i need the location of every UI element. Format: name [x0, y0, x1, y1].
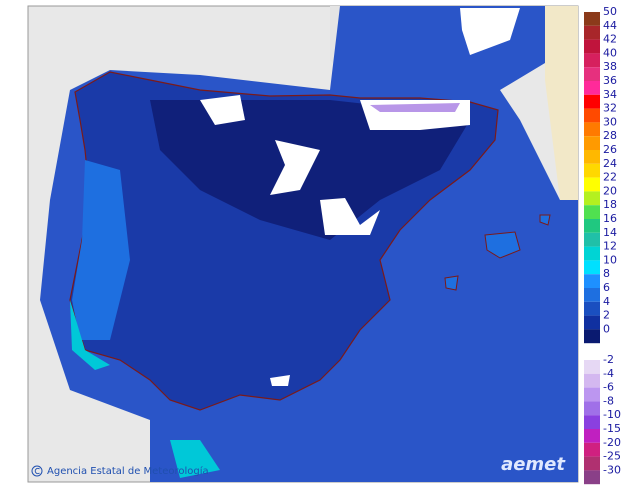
legend-label: 16 [603, 212, 617, 225]
legend-label: 36 [603, 74, 617, 87]
cold-peaks [370, 103, 460, 112]
legend-label: 22 [603, 171, 617, 184]
legend-label: 4 [603, 295, 610, 308]
legend-swatch [584, 67, 600, 81]
legend-label: 50 [603, 5, 617, 18]
legend-swatch [584, 136, 600, 150]
legend-swatch [584, 429, 600, 443]
snow [460, 8, 520, 55]
legend-swatch [584, 94, 600, 109]
legend-swatch [584, 53, 600, 68]
legend-swatch [584, 39, 600, 54]
legend-label: 28 [603, 129, 617, 142]
legend-label: 26 [603, 143, 617, 156]
west-coast [72, 160, 130, 340]
legend-label: 14 [603, 226, 617, 239]
africa-coast [170, 440, 220, 478]
snow [200, 95, 245, 125]
legend-label: 24 [603, 157, 617, 170]
legend-swatch [584, 12, 600, 26]
legend-label: -15 [603, 422, 621, 435]
legend-swatch [584, 191, 600, 206]
legend-swatch [584, 246, 600, 261]
legend-swatch [584, 401, 600, 416]
legend-label: 38 [603, 60, 617, 73]
legend-label: 12 [603, 240, 617, 253]
legend-swatch [584, 329, 600, 344]
legend-swatch [584, 470, 600, 485]
credit: Agencia Estatal de Meteorología [47, 465, 209, 477]
legend-swatch [584, 260, 600, 275]
legend-swatch [584, 163, 600, 178]
logo: aemet [501, 454, 566, 475]
legend-swatch [584, 456, 600, 471]
copyright-icon [31, 465, 43, 477]
legend-label: 2 [603, 309, 610, 322]
legend-swatch [584, 360, 600, 374]
copyright-icon [34, 467, 40, 475]
legend-swatch [584, 387, 600, 402]
legend-label: 8 [603, 267, 610, 280]
legend-label: 44 [603, 19, 617, 32]
legend-swatch [584, 177, 600, 192]
legend-label: 0 [603, 322, 610, 335]
legend-label: -6 [603, 381, 614, 394]
legend-label: 20 [603, 184, 617, 197]
legend-swatch [584, 442, 600, 457]
snow [320, 198, 380, 235]
legend-swatch [584, 288, 600, 302]
snow [270, 375, 290, 386]
legend-label: -8 [603, 394, 614, 407]
legend-swatch [584, 415, 600, 429]
legend-swatch [584, 232, 600, 247]
legend-label: 40 [603, 46, 617, 59]
legend-swatch [584, 373, 600, 388]
map: Agencia Estatal de Meteorología aemet [27, 5, 579, 483]
legend-label: -25 [603, 450, 621, 463]
legend-swatch [584, 108, 600, 123]
legend-label: 42 [603, 33, 617, 46]
land-edge [545, 6, 578, 200]
legend-swatch [584, 301, 600, 316]
island [539, 214, 551, 226]
legend-swatch [584, 122, 600, 137]
legend: 5044424038363432302826242220181614121086… [584, 5, 621, 485]
island [484, 231, 521, 259]
legend-label: -20 [603, 436, 621, 449]
legend-label: 6 [603, 281, 610, 294]
legend-swatch [584, 274, 600, 288]
legend-swatch [584, 205, 600, 219]
legend-label: -30 [603, 463, 621, 476]
island [444, 275, 459, 291]
legend-swatch [584, 81, 600, 95]
snow [270, 140, 320, 195]
legend-swatch [584, 150, 600, 164]
legend-label: -10 [603, 408, 621, 421]
legend-swatch [584, 219, 600, 233]
legend-label: 10 [603, 253, 617, 266]
legend-label: 34 [603, 88, 617, 101]
legend-swatch [584, 25, 600, 40]
legend-label: 18 [603, 198, 617, 211]
legend-label: 32 [603, 102, 617, 115]
coast-warm [70, 300, 110, 370]
legend-label: -4 [603, 367, 614, 380]
legend-label: 30 [603, 115, 617, 128]
legend-swatch [584, 315, 600, 330]
legend-label: -2 [603, 353, 614, 366]
